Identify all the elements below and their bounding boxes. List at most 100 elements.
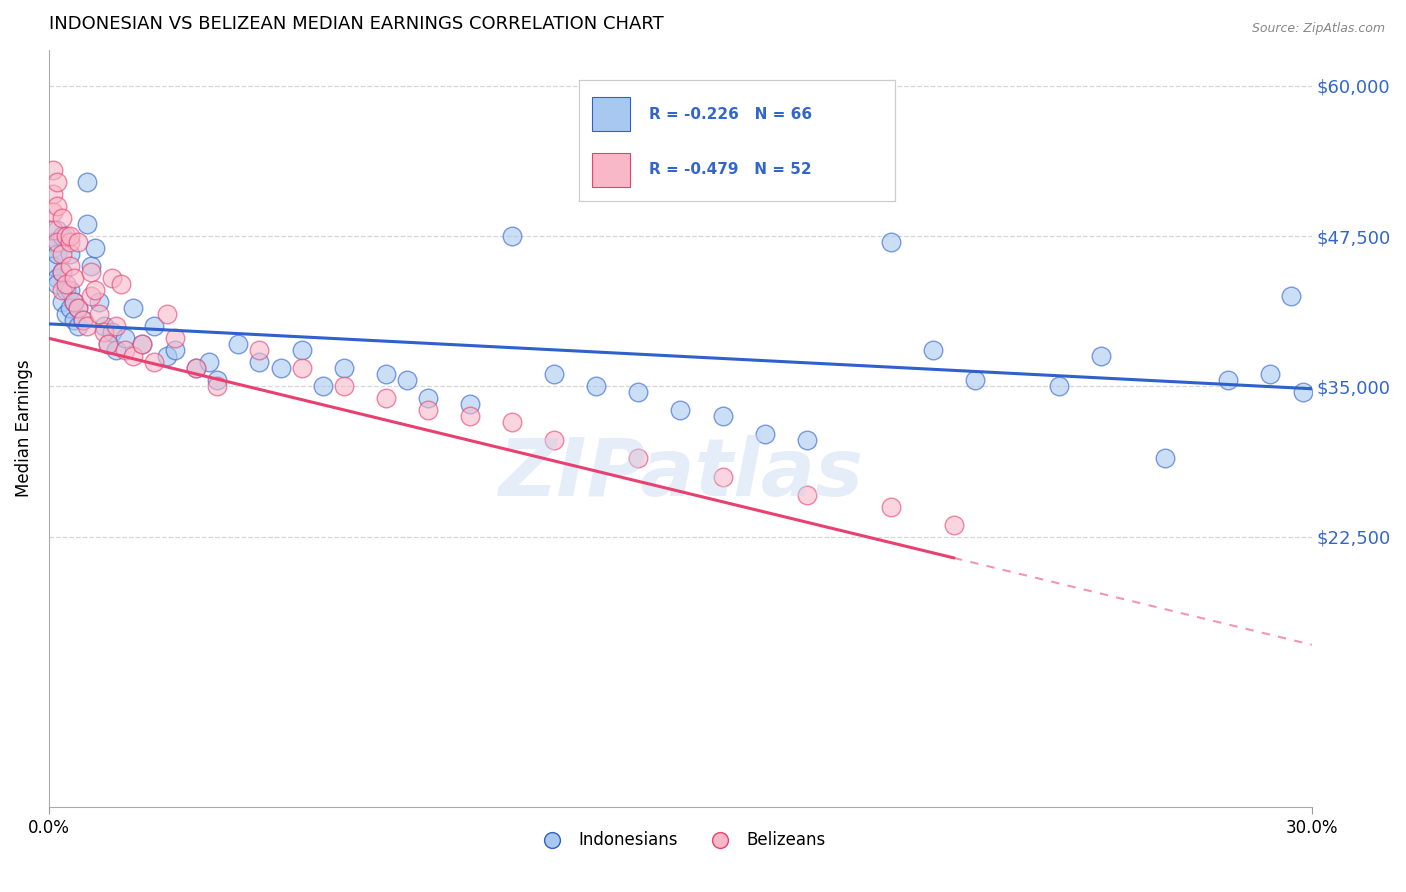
Point <box>84 241 107 255</box>
Point <box>543 434 565 448</box>
Point <box>51 265 73 279</box>
Point <box>67 301 90 316</box>
Point <box>165 343 187 358</box>
Point <box>42 235 65 249</box>
Point <box>76 319 98 334</box>
Point <box>627 451 650 466</box>
Text: ZIPatlas: ZIPatlas <box>498 435 863 513</box>
Point <box>89 307 111 321</box>
Point <box>458 409 481 424</box>
Point <box>754 427 776 442</box>
Point <box>63 313 86 327</box>
Point <box>374 392 396 406</box>
Point <box>76 217 98 231</box>
Point <box>46 175 69 189</box>
Point <box>332 361 354 376</box>
Point <box>143 355 166 369</box>
Point <box>796 487 818 501</box>
Point <box>122 349 145 363</box>
Point <box>80 265 103 279</box>
Point <box>55 277 77 292</box>
Point <box>51 211 73 226</box>
Point <box>51 247 73 261</box>
Point <box>922 343 945 358</box>
Point <box>114 343 136 358</box>
Point <box>207 379 229 393</box>
Point <box>101 271 124 285</box>
Point <box>395 373 418 387</box>
Point <box>80 259 103 273</box>
Point <box>880 235 903 249</box>
Point <box>290 361 312 376</box>
Point <box>156 307 179 321</box>
Point <box>374 368 396 382</box>
Point <box>42 241 65 255</box>
Point <box>59 235 82 249</box>
Point <box>55 229 77 244</box>
Point <box>105 343 128 358</box>
Point <box>42 223 65 237</box>
Point <box>1047 379 1070 393</box>
Point <box>67 319 90 334</box>
Point <box>669 403 692 417</box>
Point <box>186 361 208 376</box>
Point <box>228 337 250 351</box>
Point <box>796 434 818 448</box>
Point <box>59 301 82 316</box>
Point <box>1216 373 1239 387</box>
Point <box>458 397 481 411</box>
Point <box>311 379 333 393</box>
Point <box>59 247 82 261</box>
Point <box>110 277 132 292</box>
Point <box>543 368 565 382</box>
Point <box>67 301 90 316</box>
Point <box>59 229 82 244</box>
Point <box>97 337 120 351</box>
Y-axis label: Median Earnings: Median Earnings <box>15 359 32 497</box>
Point <box>965 373 987 387</box>
Point <box>72 313 94 327</box>
Text: INDONESIAN VS BELIZEAN MEDIAN EARNINGS CORRELATION CHART: INDONESIAN VS BELIZEAN MEDIAN EARNINGS C… <box>49 15 664 33</box>
Point <box>101 326 124 340</box>
Point <box>270 361 292 376</box>
Point <box>627 385 650 400</box>
Point <box>501 416 523 430</box>
Point <box>585 379 607 393</box>
Point <box>186 361 208 376</box>
Point <box>76 175 98 189</box>
Point <box>880 500 903 514</box>
Point <box>55 307 77 321</box>
Point <box>290 343 312 358</box>
Point <box>105 319 128 334</box>
Point <box>156 349 179 363</box>
Point <box>943 517 966 532</box>
Point <box>1153 451 1175 466</box>
Point <box>711 409 734 424</box>
Point <box>55 283 77 297</box>
Point <box>42 205 65 219</box>
Point <box>198 355 221 369</box>
Point <box>165 331 187 345</box>
Point <box>249 355 271 369</box>
Point <box>143 319 166 334</box>
Point <box>97 337 120 351</box>
Point <box>63 295 86 310</box>
Point <box>1258 368 1281 382</box>
Point <box>332 379 354 393</box>
Point <box>59 283 82 297</box>
Point <box>51 295 73 310</box>
Point <box>89 295 111 310</box>
Point <box>114 331 136 345</box>
Point <box>59 259 82 273</box>
Point <box>80 289 103 303</box>
Point <box>46 277 69 292</box>
Point <box>711 469 734 483</box>
Point <box>72 313 94 327</box>
Point <box>51 283 73 297</box>
Point <box>1090 349 1112 363</box>
Point <box>416 403 439 417</box>
Legend: Indonesians, Belizeans: Indonesians, Belizeans <box>529 824 832 855</box>
Point <box>67 235 90 249</box>
Point <box>42 163 65 178</box>
Text: Source: ZipAtlas.com: Source: ZipAtlas.com <box>1251 22 1385 36</box>
